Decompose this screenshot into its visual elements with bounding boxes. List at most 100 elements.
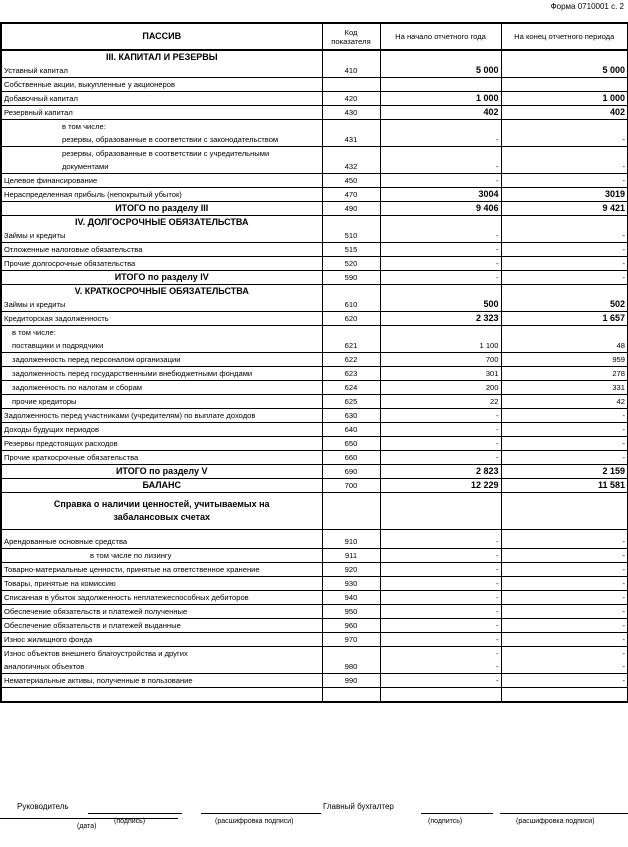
row-label: Займы и кредиты [0,298,323,312]
row-end-value: - [500,673,628,688]
row-code: 690 [321,464,381,479]
row-start-value: - [379,632,502,647]
table-row: Списанная в убыток задолженность неплате… [0,590,628,605]
row-code: 940 [321,590,381,605]
table-row: Задолженность перед участниками (учредит… [0,408,628,423]
row-end-value: 278 [500,366,628,381]
table-row: задолженность перед государственными вне… [0,366,628,381]
row-code: 700 [321,478,381,493]
row-end-value: 9 421 [500,201,628,216]
row-label: ИТОГО по разделу III [0,201,323,216]
row-start-value: 12 229 [379,478,502,493]
row-start-value [379,50,502,64]
accountant-decode-line[interactable] [500,813,628,814]
row-label: в том числе по лизингу [0,548,323,563]
row-label: Износ объектов внешнего благоустройства … [0,646,323,660]
row-start-value [379,146,502,160]
section-row: III. КАПИТАЛ И РЕЗЕРВЫ [0,50,628,64]
row-end-value [500,77,628,92]
row-end-value [500,50,628,64]
row-start-value: 22 [379,394,502,409]
row-code: 624 [321,380,381,395]
row-label [0,687,323,703]
row-end-value [500,687,628,703]
row-start-value [379,687,502,703]
row-code: 450 [321,173,381,188]
row-end-value: - [500,242,628,257]
row-label: Товары, принятые на комиссию [0,576,323,591]
table-row: Прочие краткосрочные обязательства 660- - [0,450,628,465]
row-label: Доходы будущих периодов [0,422,323,437]
row-end-value [500,492,628,530]
row-label: Справка о наличии ценностей, учитываемых… [0,492,323,530]
row-start-value: - [379,270,502,285]
row-code: 621 [321,339,381,353]
table-row: Износ объектов внешнего благоустройства … [0,646,628,660]
date-line[interactable] [0,818,178,819]
row-start-value: 1 100 [379,339,502,353]
row-label: Займы и кредиты [0,229,323,243]
row-label: III. КАПИТАЛ И РЕЗЕРВЫ [0,50,323,64]
total-row: ИТОГО по разделу III 490 9 406 9 421 [0,201,628,216]
row-end-value: - [500,422,628,437]
row-code [321,119,381,133]
row-start-value: 200 [379,380,502,395]
row-end-value: - [500,632,628,647]
row-label: Отложенные налоговые обязательства [0,242,323,257]
accountant-signature-line[interactable] [421,813,493,814]
row-end-value: 959 [500,352,628,367]
row-label: Резервный капитал [0,105,323,120]
row-start-value: - [379,229,502,243]
row-end-value: - [500,270,628,285]
row-end-value: - [500,229,628,243]
table-row: прочие кредиторы 625 22 42 [0,394,628,409]
row-end-value: - [500,660,628,674]
row-start-value: - [379,422,502,437]
row-label: Целевое финансирование [0,173,323,188]
table-row: Кредиторская задолженность 620 2 323 1 657 [0,311,628,326]
table-row: Резервный капитал 430 402 402 [0,105,628,120]
row-code: 630 [321,408,381,423]
row-start-value: 5 000 [379,64,502,78]
row-start-value: - [379,590,502,605]
row-label: ИТОГО по разделу V [0,464,323,479]
row-end-value: - [500,646,628,660]
row-start-value [379,77,502,92]
row-label: Износ жилищного фонда [0,632,323,647]
table-row: резервы, образованные в соответствии с з… [0,133,628,147]
row-label: Арендованные основные средства [0,529,323,549]
row-start-value: - [379,160,502,174]
row-start-value: - [379,618,502,633]
row-label: резервы, образованные в соответствии с з… [0,133,323,147]
signature-caption: (подпись) [114,818,146,825]
table-row: Арендованные основные средства 910- - [0,529,628,549]
head-decode-line[interactable] [201,813,321,814]
section-row: V. КРАТКОСРОЧНЫЕ ОБЯЗАТЕЛЬСТВА [0,284,628,298]
row-label: Кредиторская задолженность [0,311,323,326]
head-signature-line[interactable] [88,813,182,814]
row-end-value: 502 [500,298,628,312]
accountant-label: Главный бухгалтер [323,802,394,811]
table-row: Доходы будущих периодов 640- - [0,422,628,437]
table-row: аналогичных объектов 980- - [0,660,628,674]
row-start-value: - [379,450,502,465]
row-code: 610 [321,298,381,312]
total-row: БАЛАНС 700 12 229 11 581 [0,478,628,493]
row-end-value: - [500,562,628,577]
table-row: Товары, принятые на комиссию 930- - [0,576,628,591]
row-code: 490 [321,201,381,216]
table-row: Резервы предстоящих расходов 650- - [0,436,628,451]
row-start-value: - [379,173,502,188]
row-end-value [500,325,628,339]
table-row: Нематериальные активы, полученные в поль… [0,673,628,688]
row-end-value: - [500,590,628,605]
row-end-value: 1 657 [500,311,628,326]
row-code: 911 [321,548,381,563]
table-row: Отложенные налоговые обязательства 515- - [0,242,628,257]
table-row: Собственные акции, выкупленные у акционе… [0,77,628,92]
row-end-value [500,215,628,229]
row-code: 960 [321,618,381,633]
row-label: Обеспечение обязательств и платежей выда… [0,618,323,633]
row-start-value: - [379,133,502,147]
row-code: 620 [321,311,381,326]
